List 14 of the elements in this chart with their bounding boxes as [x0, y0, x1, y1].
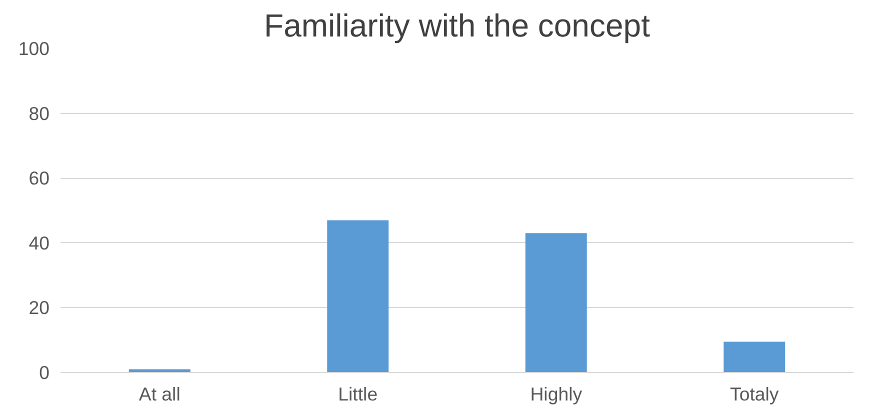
x-tick-label: Highly [530, 384, 583, 404]
bar [327, 220, 389, 372]
y-tick-label: 40 [28, 232, 50, 254]
y-tick-label: 80 [28, 102, 50, 124]
x-tick-label: Little [338, 384, 378, 404]
bar [525, 233, 587, 372]
x-tick-label: At all [138, 384, 180, 404]
y-tick-label: 0 [39, 362, 50, 383]
bar [724, 342, 786, 372]
y-tick-label: 100 [18, 38, 50, 59]
chart-title: Familiarity with the concept [264, 8, 650, 44]
x-tick-label: Totaly [730, 384, 780, 404]
y-tick-label: 60 [28, 168, 50, 189]
y-tick-label: 20 [28, 297, 50, 318]
